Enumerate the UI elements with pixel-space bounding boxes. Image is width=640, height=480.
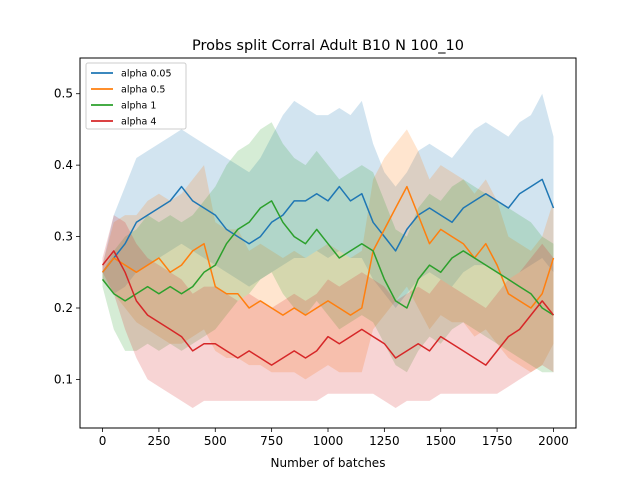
x-tick-label: 250 xyxy=(147,434,170,448)
y-tick-label: 0.2 xyxy=(54,301,73,315)
confidence-bands xyxy=(102,93,554,408)
x-axis-label: Number of batches xyxy=(271,456,386,470)
x-tick-label: 1250 xyxy=(369,434,400,448)
series-line-alpha-0-05 xyxy=(101,178,555,273)
chart-title: Probs split Corral Adult B10 N 100_10 xyxy=(192,38,464,54)
band-alpha-4 xyxy=(102,215,554,408)
x-tick-label: 500 xyxy=(204,434,227,448)
legend-label: alpha 0.5 xyxy=(121,85,165,96)
y-tick-label: 0.4 xyxy=(54,158,73,172)
x-tick-label: 1000 xyxy=(313,434,344,448)
band-alpha-0-5 xyxy=(102,129,554,380)
y-axis-ticks: 0.1 0.2 0.3 0.4 0.5 xyxy=(54,87,80,386)
series-line-alpha-0-5 xyxy=(101,185,555,316)
band-alpha-1 xyxy=(102,122,554,373)
series-line-alpha-4 xyxy=(101,250,555,366)
legend-box xyxy=(85,62,187,130)
y-tick-label: 0.3 xyxy=(54,230,73,244)
legend-label: alpha 0.05 xyxy=(121,69,172,80)
y-tick-label: 0.1 xyxy=(54,372,73,386)
x-tick-label: 1500 xyxy=(425,434,456,448)
series-lines xyxy=(101,178,555,366)
x-tick-label: 0 xyxy=(99,434,107,448)
series-line-alpha-1 xyxy=(101,200,554,316)
legend-label: alpha 1 xyxy=(121,101,156,112)
legend: alpha 0.05 alpha 0.5 alpha 1 alpha 4 xyxy=(85,62,187,130)
x-axis-ticks: 0 250 500 750 1000 1250 1500 1750 2000 xyxy=(99,428,569,448)
x-tick-label: 750 xyxy=(260,434,283,448)
y-tick-label: 0.5 xyxy=(54,87,73,101)
x-tick-label: 2000 xyxy=(538,434,569,448)
legend-label: alpha 4 xyxy=(121,117,156,128)
x-tick-label: 1750 xyxy=(482,434,513,448)
